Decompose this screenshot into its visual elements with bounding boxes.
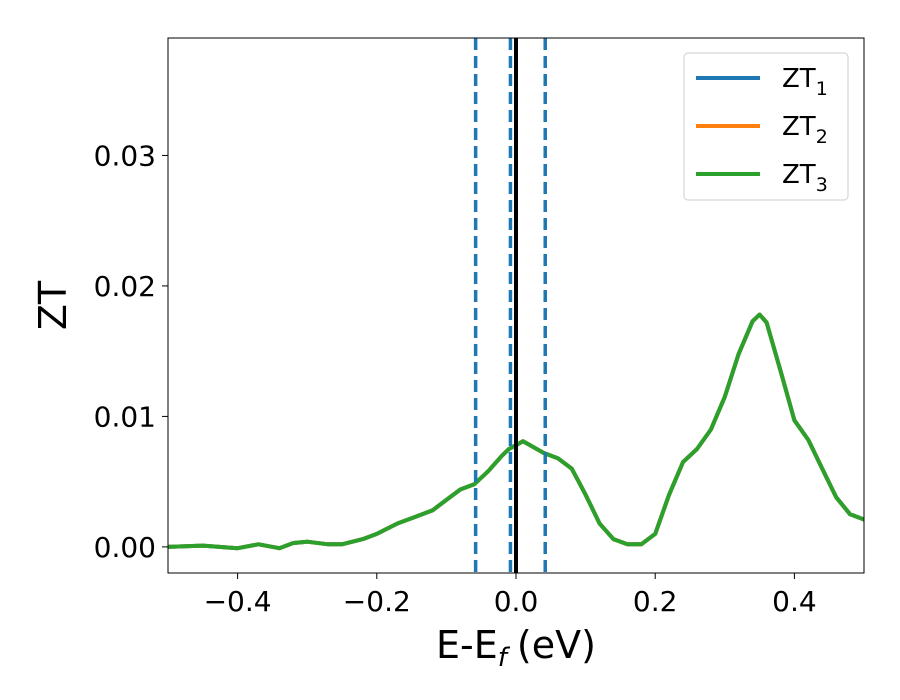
x-axis-title-sub: f <box>498 643 511 673</box>
x-axis-title: E-Ef (eV) <box>436 623 596 673</box>
plot-area <box>168 38 864 573</box>
series-line-zt3 <box>168 312 864 551</box>
legend: ZT1 ZT2 ZT3 <box>683 52 849 201</box>
y-tick-label: 0.02 <box>94 270 156 303</box>
legend-box <box>683 52 849 201</box>
x-tick-label: −0.4 <box>204 585 272 618</box>
y-tick-label: 0.03 <box>94 139 156 172</box>
x-axis-title-main: E-E <box>436 623 498 667</box>
legend-label-zt1: ZT1 <box>782 64 828 100</box>
x-tick-label: −0.2 <box>343 585 411 618</box>
x-axis-title-unit: (eV) <box>517 623 596 667</box>
y-axis-title: ZT <box>31 280 75 330</box>
legend-label-zt3: ZT3 <box>782 160 828 196</box>
legend-label-zt2: ZT2 <box>782 112 828 148</box>
y-tick-label: 0.00 <box>94 531 156 564</box>
x-tick-label: 0.0 <box>494 585 539 618</box>
x-tick-label: 0.2 <box>633 585 678 618</box>
y-axis: 0.00 0.01 0.02 0.03 <box>94 139 168 564</box>
x-axis: −0.4 −0.2 0.0 0.2 0.4 <box>204 573 817 618</box>
y-tick-label: 0.01 <box>94 400 156 433</box>
x-tick-label: 0.4 <box>772 585 817 618</box>
